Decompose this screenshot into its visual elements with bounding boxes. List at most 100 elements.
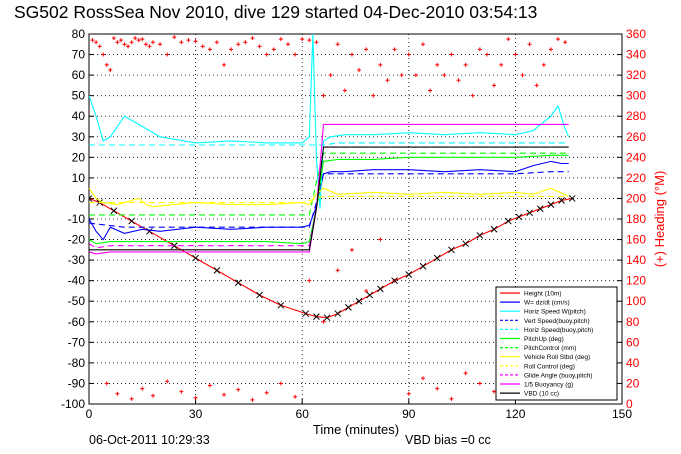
height-marker bbox=[419, 262, 427, 270]
heading-point bbox=[207, 47, 212, 52]
height-marker bbox=[256, 291, 263, 299]
heading-point bbox=[257, 44, 262, 49]
heading-point bbox=[150, 393, 155, 398]
heading-point bbox=[236, 42, 241, 47]
series-line-3 bbox=[89, 171, 569, 228]
heading-point bbox=[470, 93, 475, 98]
y-tick-label: -40 bbox=[68, 274, 86, 288]
heading-point bbox=[449, 52, 454, 57]
y2-tick-label: 280 bbox=[626, 109, 646, 123]
heading-point bbox=[193, 39, 198, 44]
heading-point bbox=[321, 319, 326, 324]
heading-point bbox=[140, 37, 145, 42]
legend-label: Height (10m) bbox=[524, 291, 562, 298]
heading-point bbox=[349, 247, 354, 252]
heading-point bbox=[492, 389, 497, 394]
heading-point bbox=[165, 379, 170, 384]
y2-tick-label: 20 bbox=[626, 376, 640, 390]
y-tick-label: -80 bbox=[68, 356, 86, 370]
legend-label: Horiz Speed(buoy,pitch) bbox=[524, 327, 593, 334]
heading-point bbox=[428, 88, 433, 93]
height-marker bbox=[433, 254, 441, 262]
x-tick-label: 0 bbox=[86, 407, 93, 421]
legend-label: Horiz Speed W(pitch) bbox=[524, 309, 586, 316]
y2-tick-label: 180 bbox=[626, 212, 646, 226]
series-line-8 bbox=[89, 195, 569, 204]
height-marker bbox=[146, 227, 153, 235]
height-marker bbox=[462, 240, 470, 248]
heading-point bbox=[406, 391, 411, 396]
heading-point bbox=[140, 386, 145, 391]
heading-point bbox=[371, 93, 376, 98]
height-marker bbox=[192, 254, 199, 262]
y-tick-label: -100 bbox=[61, 397, 85, 411]
y-tick-label: -90 bbox=[68, 376, 86, 390]
heading-point bbox=[349, 52, 354, 57]
heading-point bbox=[541, 62, 546, 67]
x-axis-title: Time (minutes) bbox=[313, 422, 399, 437]
height-marker bbox=[110, 207, 118, 215]
legend-label: Vehicle Roll Stbd (deg) bbox=[524, 354, 590, 361]
height-marker bbox=[547, 201, 555, 208]
heading-point bbox=[484, 52, 489, 57]
y2-tick-label: 340 bbox=[626, 48, 646, 62]
heading-point bbox=[150, 40, 155, 45]
legend-label: Vert Speed(buoy,pitch) bbox=[524, 318, 590, 325]
heading-point bbox=[534, 83, 539, 88]
heading-point bbox=[392, 47, 397, 52]
height-marker bbox=[504, 217, 512, 225]
y2-tick-label: 80 bbox=[626, 315, 640, 329]
y-tick-label: 40 bbox=[72, 109, 86, 123]
heading-point bbox=[499, 62, 504, 67]
heading-point bbox=[520, 73, 525, 78]
height-marker bbox=[323, 314, 331, 322]
heading-point bbox=[385, 78, 390, 83]
y2-tick-label: 300 bbox=[626, 89, 646, 103]
heading-point bbox=[118, 38, 123, 43]
height-marker bbox=[515, 213, 523, 221]
y2-tick-label: 160 bbox=[626, 233, 646, 247]
heading-point bbox=[364, 288, 369, 293]
timestamp-label: 06-Oct-2011 10:29:33 bbox=[89, 433, 210, 447]
y-tick-label: 10 bbox=[72, 171, 86, 185]
heading-point bbox=[179, 389, 184, 394]
y2-tick-label: 360 bbox=[626, 27, 646, 41]
y-tick-label: -60 bbox=[68, 315, 86, 329]
legend-label: Glide Angle (buoy,pitch) bbox=[524, 372, 593, 379]
heading-point bbox=[364, 47, 369, 52]
heading-point bbox=[271, 47, 276, 52]
height-marker bbox=[377, 285, 384, 293]
y2-axis-title: (+) Heading (°M) bbox=[652, 171, 667, 268]
legend-label: PitchUp (deg) bbox=[524, 336, 564, 343]
y-tick-label: 60 bbox=[72, 68, 86, 82]
height-marker bbox=[405, 271, 413, 278]
height-marker bbox=[558, 197, 565, 204]
heading-point bbox=[399, 73, 404, 78]
heading-point bbox=[314, 40, 319, 45]
y2-tick-label: 220 bbox=[626, 171, 646, 185]
y-tick-label: 70 bbox=[72, 48, 86, 62]
height-marker bbox=[234, 279, 242, 287]
heading-point bbox=[115, 391, 120, 396]
y-tick-label: -50 bbox=[68, 294, 86, 308]
y2-tick-label: 200 bbox=[626, 191, 646, 205]
heading-point bbox=[406, 52, 411, 57]
y-tick-label: 20 bbox=[72, 150, 86, 164]
height-marker bbox=[490, 225, 498, 233]
heading-point bbox=[186, 38, 191, 43]
heading-point bbox=[126, 44, 131, 49]
legend-label: VBD (10 cc) bbox=[524, 391, 559, 398]
series-line-9 bbox=[89, 146, 569, 249]
legend-box bbox=[495, 286, 618, 401]
series-line-4 bbox=[89, 142, 569, 146]
y2-tick-label: 40 bbox=[626, 356, 640, 370]
heading-point bbox=[421, 42, 426, 47]
heading-point bbox=[378, 237, 383, 242]
heading-point bbox=[115, 40, 120, 45]
x-tick-label: 150 bbox=[612, 407, 632, 421]
heading-point bbox=[442, 73, 447, 78]
height-marker bbox=[89, 195, 93, 202]
heading-point bbox=[456, 78, 461, 83]
heading-point bbox=[193, 395, 198, 400]
height-marker bbox=[170, 242, 178, 250]
